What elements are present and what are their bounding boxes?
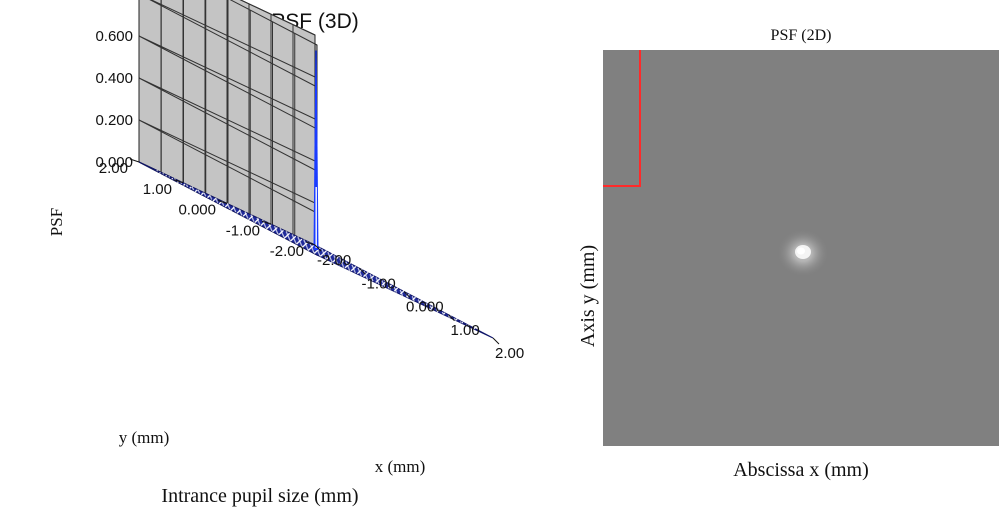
- psf-3d-z-tick-label: 0.400: [95, 70, 133, 87]
- psf-3d-ticks: 0.000 0.200 0.400 0.600 0.800 1.00 2.00 1.00 0.0…: [95, 0, 524, 362]
- psf-3d-walls: [138, 0, 318, 256]
- psf-3d-z-tick-label: 0.200: [95, 112, 133, 129]
- psf-3d-x-tick-mark: [403, 291, 411, 298]
- psf-3d-y-tick-mark: [173, 179, 184, 184]
- psf-3d-x-axis-label: x (mm): [375, 457, 426, 476]
- psf-3d-y-tick-mark: [217, 200, 228, 204]
- psf-3d-y-tick-label: -2.00: [270, 243, 304, 260]
- psf-3d-y-tick-mark: [129, 158, 140, 163]
- psf-2d-y-axis-label: Axis y (mm): [577, 245, 599, 347]
- psf-3d-y-tick-mark: [261, 220, 272, 225]
- psf-3d-peak-spike: [313, 50, 319, 250]
- psf-3d-z-axis-label: PSF: [47, 208, 66, 236]
- psf-2d-x-axis-label: Abscissa x (mm): [733, 459, 869, 481]
- psf-3d-z-tick-label: 0.000: [95, 154, 133, 171]
- psf-3d-wall-gridline: [229, 0, 318, 46]
- psf-2d-chart: PSF (2D) Abscissa x (mm) Axis y (mm): [577, 27, 999, 481]
- psf-3d-y-tick-mark: [305, 241, 316, 246]
- psf-3d-x-tick-label: -2.00: [317, 252, 351, 269]
- psf-3d-x-tick-label: 1.00: [451, 322, 480, 339]
- psf-3d-x-tick-mark: [448, 314, 455, 322]
- psf-3d-chart: PSF (3D) 0.0000.2000.4000.6000.8001.002.…: [47, 0, 524, 507]
- psf-3d-x-tick-label: 0.000: [406, 299, 444, 316]
- psf-3d-peak: [313, 50, 319, 250]
- psf-3d-y-tick-label: 1.00: [143, 181, 172, 198]
- psf-3d-wall-gridline: [149, 0, 318, 88]
- psf-3d-y-tick-label: -1.00: [226, 222, 260, 239]
- psf-2d-spot-peak: [797, 247, 805, 255]
- psf-3d-z-tick-label: 0.600: [95, 28, 133, 45]
- psf-3d-wall-gridline: [138, 35, 318, 130]
- psf-3d-x-tick-mark: [492, 337, 500, 345]
- psf-3d-z-tick-label: 0.800: [95, 0, 133, 3]
- psf-3d-caption: Intrance pupil size (mm): [161, 485, 358, 507]
- psf-2d-corner-marker: [603, 50, 641, 187]
- psf-2d-title: PSF (2D): [771, 27, 832, 44]
- psf-3d-y-axis-label: y (mm): [119, 428, 170, 447]
- psf-3d-wall-gridline: [138, 119, 318, 214]
- psf-3d-y-tick-label: 0.000: [178, 202, 216, 219]
- psf-3d-x-tick-label: -1.00: [362, 275, 396, 292]
- psf-3d-wall-gridline: [138, 77, 318, 172]
- psf-3d-x-tick-mark: [314, 244, 322, 252]
- psf-3d-x-tick-label: 2.00: [495, 345, 524, 362]
- psf-3d-y-tick-label: 2.00: [99, 160, 128, 177]
- psf-3d-x-tick-mark: [359, 267, 366, 275]
